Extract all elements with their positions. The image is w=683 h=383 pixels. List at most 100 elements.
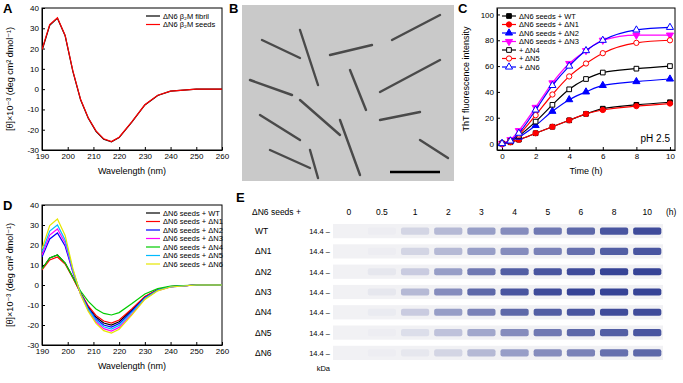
- y-tick: 60: [485, 62, 500, 71]
- row-label: ΔN4: [255, 307, 272, 317]
- data-point: [550, 124, 555, 129]
- panel-label: C: [458, 1, 468, 16]
- x-tick-mark: [222, 342, 223, 345]
- legend: ΔN6 seeds + WTΔN6 seeds + ΔN1ΔN6 seeds +…: [146, 209, 223, 269]
- y-tick-label: 100: [481, 11, 495, 20]
- x-tick: 240: [164, 342, 178, 356]
- legend-item: ΔN6 β₂M seeds: [146, 20, 216, 29]
- gel-band: [401, 268, 429, 275]
- fibril: [300, 100, 340, 135]
- data-point: [533, 119, 538, 124]
- y-tick: 40: [485, 88, 500, 97]
- fibril: [380, 112, 420, 120]
- data-point: [567, 118, 572, 123]
- gel-band: [467, 228, 495, 235]
- panel: 190200210220230240250260-30-20-100102030…: [5, 201, 230, 371]
- gel-panel: ΔN6 seeds +00.5123456810(h)WT14.4 –ΔN114…: [252, 207, 677, 373]
- x-axis-title: Wavelength (nm): [98, 361, 166, 371]
- y-tick-mark: [42, 69, 45, 70]
- y-tick: 40: [30, 201, 45, 210]
- data-point: [633, 33, 640, 39]
- y-tick: 0: [35, 281, 45, 290]
- gel-band: [633, 329, 661, 336]
- y-tick: 30: [30, 24, 45, 33]
- fibril: [340, 120, 360, 175]
- gel-band: [500, 268, 528, 275]
- x-tick-mark: [93, 147, 94, 150]
- gel-band: [368, 228, 396, 235]
- legend-swatch: [146, 221, 160, 222]
- micrograph: [242, 5, 454, 181]
- marker-label: 14.4 –: [309, 247, 331, 256]
- series-line: [502, 27, 670, 143]
- gel-band: [500, 349, 528, 356]
- x-tick: 250: [190, 147, 204, 161]
- gel-band: [401, 349, 429, 356]
- x-tick-mark: [536, 147, 537, 150]
- marker-label: 14.4 –: [309, 268, 331, 277]
- data-point: [550, 92, 555, 97]
- x-tick: 2: [534, 147, 539, 161]
- x-tick-label: 2: [534, 152, 539, 161]
- data-point: [599, 81, 606, 87]
- gel-band: [401, 288, 429, 295]
- gel-band: [401, 309, 429, 316]
- x-tick: 210: [87, 147, 101, 161]
- fibril: [260, 115, 300, 140]
- marker-unit: kDa: [317, 364, 331, 373]
- fibril: [310, 150, 318, 178]
- y-tick-mark: [497, 118, 500, 119]
- gel-band: [567, 309, 595, 316]
- x-tick-label: 240: [164, 152, 178, 161]
- y-tick-label: 60: [485, 62, 494, 71]
- y-tick-label: -10: [27, 301, 39, 310]
- x-axis: 0246810: [498, 147, 676, 161]
- y-tick: 100: [481, 11, 500, 20]
- x-axis: 190200210220230240250260: [36, 147, 230, 161]
- gel-band: [600, 268, 628, 275]
- y-tick-mark: [42, 285, 45, 286]
- x-tick-mark: [670, 147, 671, 150]
- x-tick-mark: [171, 147, 172, 150]
- legend-marker: [507, 14, 512, 19]
- data-point: [515, 129, 522, 135]
- data-point: [666, 75, 673, 81]
- data-point: [634, 66, 639, 71]
- data-point: [583, 111, 588, 116]
- x-tick-label: 260: [216, 347, 230, 356]
- scale-bar: [390, 171, 440, 174]
- y-tick-mark: [497, 92, 500, 93]
- gel-band: [534, 228, 562, 235]
- legend-label: + ΔN6: [519, 63, 540, 72]
- gel-band: [368, 309, 396, 316]
- panel-label: E: [236, 190, 245, 205]
- y-tick: 10: [30, 65, 45, 74]
- x-tick-mark: [68, 147, 69, 150]
- y-tick-label: 30: [30, 24, 39, 33]
- gel-band: [567, 248, 595, 255]
- y-tick: -10: [27, 105, 45, 114]
- gel-band: [633, 268, 661, 275]
- x-tick-mark: [145, 342, 146, 345]
- plot-frame: [42, 8, 222, 150]
- x-tick: 0: [500, 147, 505, 161]
- x-tick-mark: [145, 147, 146, 150]
- gel-band: [534, 248, 562, 255]
- data-point: [566, 96, 573, 102]
- y-tick: -20: [27, 321, 45, 330]
- plot-area: [42, 18, 222, 142]
- y-tick-label: -20: [27, 321, 39, 330]
- gel-band: [335, 248, 363, 255]
- data-point: [567, 118, 572, 123]
- x-tick-label: 230: [139, 152, 153, 161]
- gel-band: [401, 228, 429, 235]
- marker-label: 14.4 –: [309, 349, 331, 358]
- data-point: [584, 77, 589, 82]
- data-point: [600, 107, 605, 112]
- legend-swatch: [146, 229, 160, 230]
- gel-strip: [333, 305, 663, 319]
- legend-swatch: [146, 24, 160, 25]
- gel-band: [600, 288, 628, 295]
- x-axis: 190200210220230240250260: [36, 342, 230, 356]
- lane-label: 4: [512, 207, 517, 217]
